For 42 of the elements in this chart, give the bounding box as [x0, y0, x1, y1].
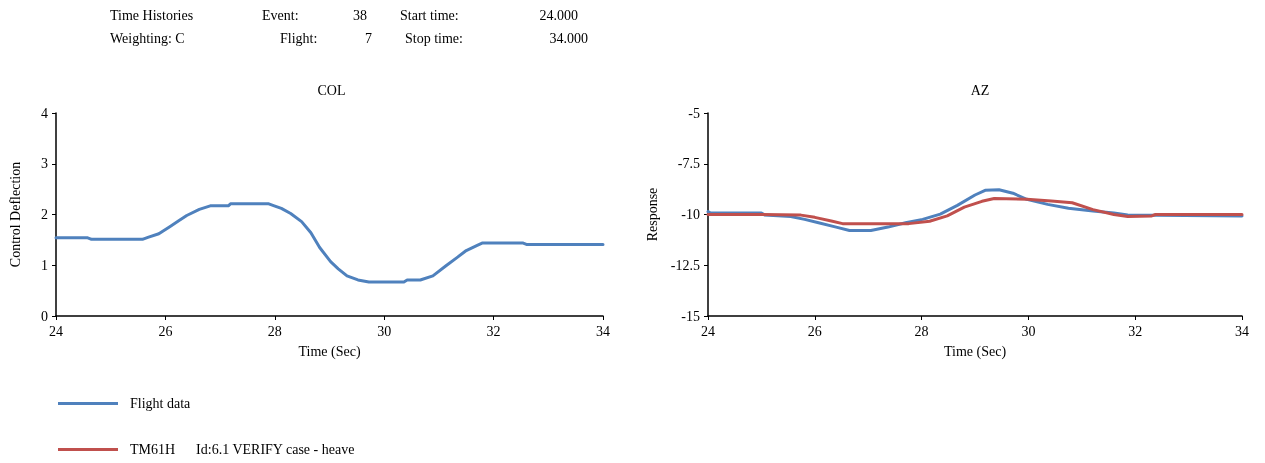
x-tick-label: 30 — [1021, 323, 1036, 339]
x-tick-label: 34 — [596, 323, 610, 339]
x-axis-title: Time (Sec) — [298, 343, 361, 360]
x-tick-label: 30 — [377, 323, 392, 339]
x-tick-label: 34 — [1235, 323, 1249, 339]
y-tick-label: -10 — [681, 207, 700, 222]
y-tick-label: -5 — [688, 105, 700, 121]
legend-label: Flight data — [130, 395, 191, 412]
text: Event: — [262, 8, 299, 24]
text: Stop time: — [405, 31, 463, 47]
chart-title: COL — [317, 82, 346, 98]
y-tick-label: 4 — [41, 105, 48, 121]
text: Start time: — [400, 8, 459, 24]
y-tick-label: -15 — [681, 308, 700, 324]
line-series — [706, 196, 1244, 226]
chart-title: AZ — [970, 82, 990, 98]
text: 34.000 — [549, 31, 588, 47]
y-tick-label: 3 — [41, 156, 48, 172]
y-tick-label: -7.5 — [677, 156, 700, 172]
y-tick-label: -12.5 — [670, 257, 700, 273]
x-tick-label: 32 — [486, 323, 501, 339]
y-tick-label: 1 — [41, 257, 48, 273]
x-tick-label: 28 — [914, 323, 929, 339]
text: Time Histories — [110, 8, 194, 24]
x-tick-label: 24 — [49, 323, 63, 339]
x-tick-label: 26 — [807, 323, 822, 339]
line-series — [54, 202, 605, 284]
text: 24.000 — [539, 8, 578, 24]
x-tick-label: 28 — [267, 323, 282, 339]
legend-label: TM61H Id:6.1 VERIFY case - heave — [130, 441, 355, 458]
text: Flight: — [280, 31, 318, 47]
x-tick-label: 32 — [1128, 323, 1143, 339]
text: 38 — [353, 8, 367, 24]
y-axis-title: Control Deflection — [7, 161, 23, 268]
x-tick-label: 24 — [701, 323, 715, 339]
x-axis-title: Time (Sec) — [943, 343, 1007, 360]
y-tick-label: 0 — [41, 308, 48, 324]
y-axis-title: Response — [645, 187, 661, 242]
text: Weighting: C — [110, 31, 185, 47]
x-tick-label: 26 — [158, 323, 173, 339]
text: 7 — [365, 31, 372, 47]
y-tick-label: 2 — [41, 207, 48, 222]
